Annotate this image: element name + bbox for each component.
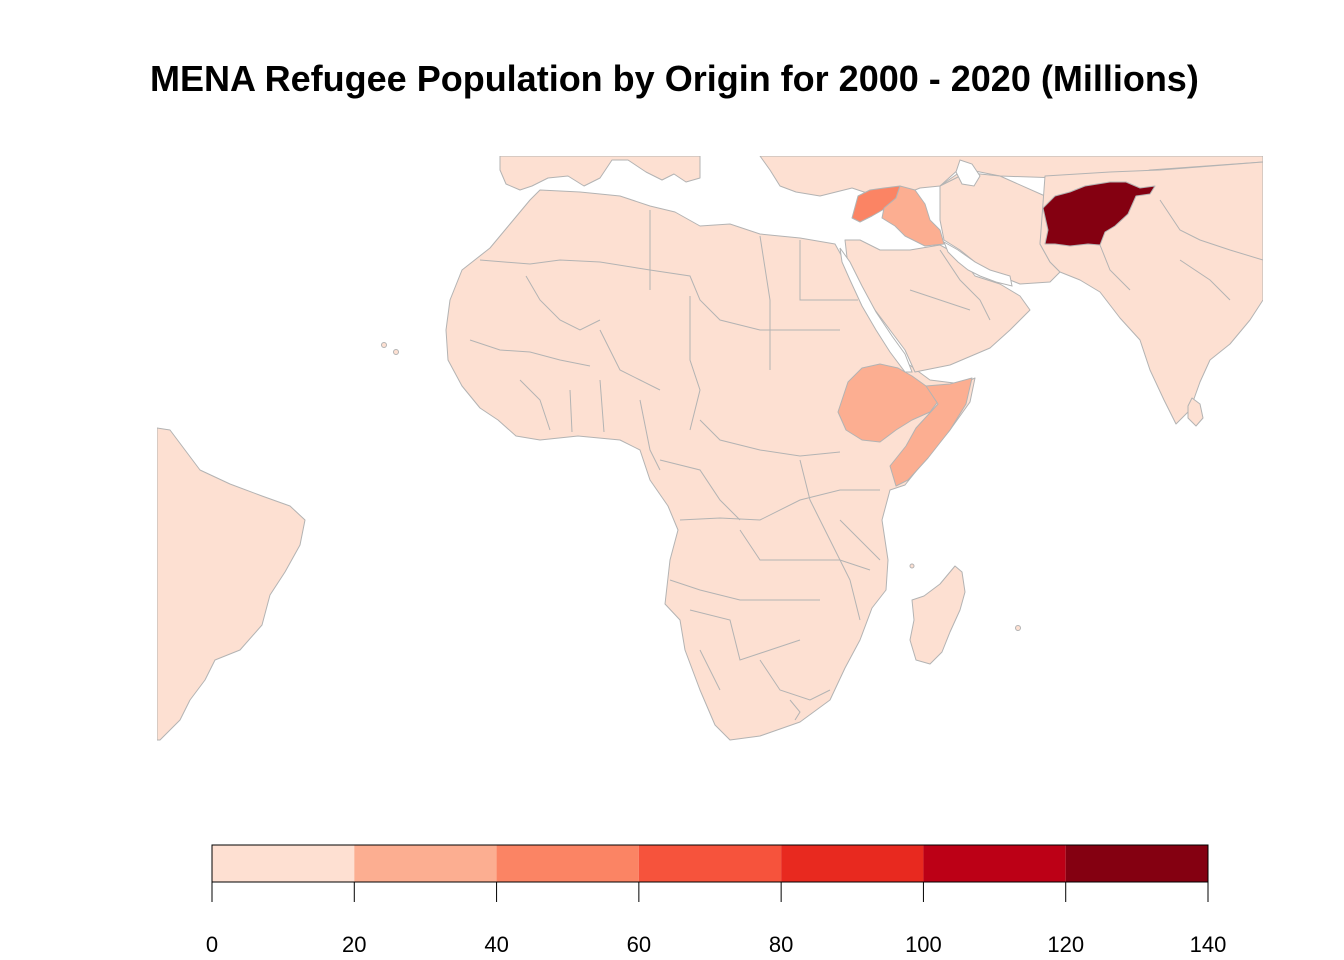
legend-bin-0: [212, 845, 355, 882]
cape-verde-islands: [381, 342, 387, 348]
legend-tick-label-7: 140: [1190, 932, 1227, 957]
legend-tick-label-3: 60: [627, 932, 651, 957]
red-sea: [839, 247, 913, 373]
comoros-islands: [909, 563, 915, 569]
legend-tick-label-4: 80: [769, 932, 793, 957]
iraq: [881, 185, 945, 247]
country-borders: [469, 175, 1263, 721]
legend-tick-label-0: 0: [206, 932, 218, 957]
legend-tick-label-1: 20: [342, 932, 366, 957]
legend-bin-3: [638, 845, 782, 882]
legend-tick-label-6: 120: [1047, 932, 1084, 957]
map-layer: [157, 156, 1263, 741]
legend-axis: 0 20 40 60 80 100 120 140: [206, 881, 1227, 957]
afghanistan: [1042, 181, 1156, 247]
europe-strip: [499, 156, 1263, 197]
iran: [939, 171, 1061, 285]
legend-tick-label-2: 40: [484, 932, 508, 957]
cape-verde-islands-2: [393, 349, 399, 355]
persian-gulf: [943, 240, 1013, 287]
sri-lanka: [1187, 397, 1204, 427]
legend-bin-4: [781, 845, 924, 882]
legend-bin-2: [496, 845, 639, 882]
legend-color-bar: [211, 844, 1209, 883]
legend-bin-1: [354, 845, 497, 882]
madagascar: [909, 565, 966, 665]
arabian-peninsula: [844, 239, 1031, 373]
somalia: [889, 377, 973, 487]
south-america: [157, 427, 306, 741]
legend-bin-5: [923, 845, 1066, 882]
mauritius-island: [1015, 625, 1021, 631]
legend-bin-6: [1065, 845, 1208, 882]
africa: [445, 189, 976, 741]
legend-tick-label-5: 100: [905, 932, 942, 957]
map-title: MENA Refugee Population by Origin for 20…: [150, 58, 1199, 99]
caspian-sea: [955, 159, 981, 187]
